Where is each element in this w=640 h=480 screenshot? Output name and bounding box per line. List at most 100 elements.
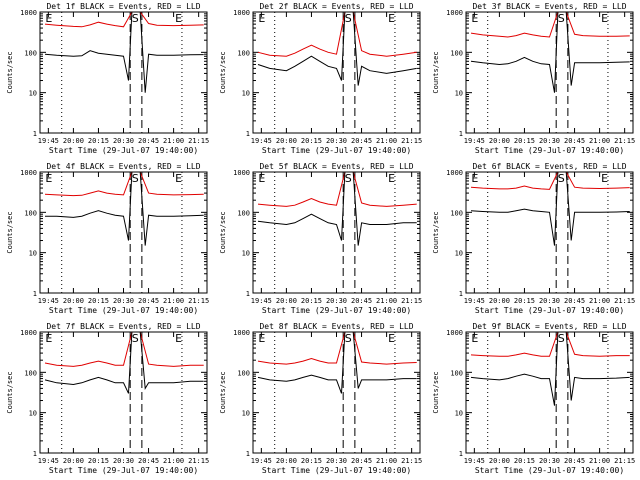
chart-title: Det 1f BLACK = Events, RED = LLD [46, 2, 200, 11]
y-axis-label: Counts/sec [432, 371, 440, 413]
chart-panel-6: Det 6f BLACK = Events, RED = LLD 1 10 100 10… [432, 162, 635, 315]
x-tick-label: 20:30 [113, 457, 134, 465]
y-tick-label: 10 [242, 250, 250, 258]
x-tick-label: 21:00 [589, 137, 610, 145]
y-tick-label: 10 [455, 90, 463, 98]
y-tick-label: 100 [450, 369, 463, 377]
x-tick-label: 21:15 [614, 137, 635, 145]
region-marker: S [132, 172, 139, 185]
x-tick-label: 20:15 [514, 137, 535, 145]
x-tick-label: 20:30 [326, 137, 347, 145]
series-line-lld [257, 171, 417, 207]
chart-panel-4: Det 4f BLACK = Events, RED = LLD 1 10 100 10… [6, 162, 209, 315]
y-tick-label: 1 [246, 290, 250, 298]
region-marker: S [558, 12, 565, 25]
x-tick-label: 21:15 [401, 297, 422, 305]
y-tick-label: 100 [237, 49, 250, 57]
series-line-events [44, 11, 204, 93]
series-line-lld [470, 171, 630, 190]
x-axis-label: Start Time (29-Jul-07 19:40:00) [262, 146, 411, 155]
chart-title: Det 5f BLACK = Events, RED = LLD [259, 162, 413, 171]
chart-panel-3: Det 3f BLACK = Events, RED = LLD 1 10 100 10… [432, 2, 635, 155]
x-tick-label: 20:00 [489, 457, 510, 465]
y-tick-label: 1000 [446, 169, 463, 177]
x-tick-label: 20:45 [351, 457, 372, 465]
series-line-lld [44, 171, 204, 197]
y-tick-label: 1 [459, 290, 463, 298]
x-tick-label: 20:15 [301, 457, 322, 465]
x-tick-label: 20:30 [113, 297, 134, 305]
y-tick-label: 1 [33, 450, 37, 458]
y-tick-label: 1000 [446, 9, 463, 17]
x-tick-label: 20:30 [326, 297, 347, 305]
region-marker: S [345, 332, 352, 345]
y-axis-label: Counts/sec [432, 51, 440, 93]
x-tick-label: 20:45 [351, 297, 372, 305]
region-marker: E [258, 12, 265, 25]
x-tick-label: 19:45 [251, 137, 272, 145]
region-marker: E [45, 172, 52, 185]
chart-panel-8: Det 8f BLACK = Events, RED = LLD 1 10 100 10… [219, 322, 422, 475]
x-tick-label: 21:15 [614, 457, 635, 465]
region-marker: E [388, 332, 395, 345]
x-tick-label: 20:45 [564, 137, 585, 145]
y-tick-label: 1000 [446, 329, 463, 337]
x-tick-label: 20:30 [539, 137, 560, 145]
y-tick-label: 10 [29, 250, 37, 258]
region-marker: S [345, 12, 352, 25]
y-tick-label: 1 [33, 290, 37, 298]
y-tick-label: 1000 [20, 9, 37, 17]
region-marker: E [258, 172, 265, 185]
y-tick-label: 100 [237, 209, 250, 217]
series-line-events [257, 171, 417, 246]
x-tick-label: 20:15 [514, 297, 535, 305]
y-tick-label: 1 [459, 450, 463, 458]
y-tick-label: 10 [455, 410, 463, 418]
x-tick-label: 19:45 [464, 137, 485, 145]
region-marker: S [132, 12, 139, 25]
x-tick-label: 19:45 [38, 137, 59, 145]
y-axis-label: Counts/sec [219, 371, 227, 413]
x-tick-label: 21:15 [188, 457, 209, 465]
x-tick-label: 20:00 [63, 457, 84, 465]
x-tick-label: 20:30 [326, 457, 347, 465]
x-tick-label: 21:15 [188, 137, 209, 145]
x-tick-label: 20:15 [88, 297, 109, 305]
y-tick-label: 10 [29, 410, 37, 418]
y-tick-label: 1 [246, 450, 250, 458]
series-line-lld [44, 331, 204, 367]
x-axis-label: Start Time (29-Jul-07 19:40:00) [262, 466, 411, 475]
chart-title: Det 2f BLACK = Events, RED = LLD [259, 2, 413, 11]
region-marker: E [45, 12, 52, 25]
region-marker: S [132, 332, 139, 345]
series-line-events [470, 171, 630, 246]
chart-title: Det 9f BLACK = Events, RED = LLD [472, 322, 626, 331]
y-tick-label: 10 [455, 250, 463, 258]
region-marker: E [601, 332, 608, 345]
region-marker: S [345, 172, 352, 185]
x-tick-label: 21:00 [376, 137, 397, 145]
x-tick-label: 21:00 [163, 297, 184, 305]
series-line-lld [257, 331, 417, 365]
series-line-events [470, 11, 630, 93]
y-axis-label: Counts/sec [219, 211, 227, 253]
x-tick-label: 20:30 [113, 137, 134, 145]
y-tick-label: 100 [24, 49, 37, 57]
x-axis-label: Start Time (29-Jul-07 19:40:00) [475, 306, 624, 315]
x-tick-label: 20:00 [276, 297, 297, 305]
y-tick-label: 1 [459, 130, 463, 138]
chart-panel-1: Det 1f BLACK = Events, RED = LLD 1 10 100 10… [6, 2, 209, 155]
x-tick-label: 20:45 [138, 137, 159, 145]
series-line-events [44, 331, 204, 394]
x-tick-label: 21:15 [401, 457, 422, 465]
region-marker: E [175, 12, 182, 25]
x-tick-label: 19:45 [251, 457, 272, 465]
region-marker: S [558, 332, 565, 345]
chart-title: Det 3f BLACK = Events, RED = LLD [472, 2, 626, 11]
region-marker: E [388, 172, 395, 185]
x-tick-label: 20:45 [351, 137, 372, 145]
x-tick-label: 19:45 [251, 297, 272, 305]
region-marker: E [45, 332, 52, 345]
x-axis-label: Start Time (29-Jul-07 19:40:00) [475, 466, 624, 475]
y-tick-label: 100 [237, 369, 250, 377]
